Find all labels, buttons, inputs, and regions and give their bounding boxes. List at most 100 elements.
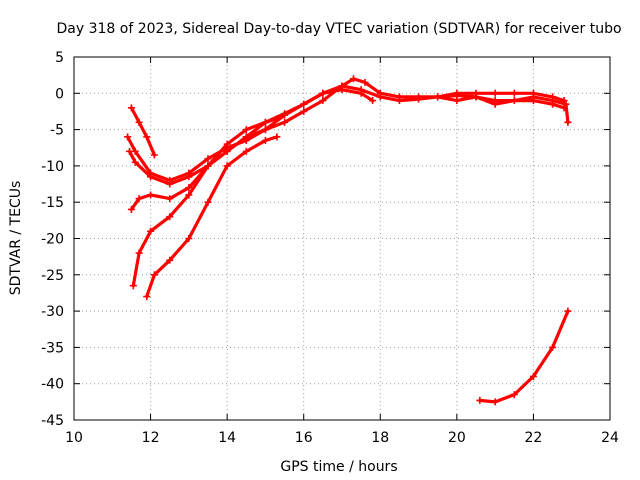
data-point (143, 293, 151, 301)
data-point (242, 133, 250, 141)
data-point (300, 100, 308, 108)
data-point (135, 118, 143, 126)
data-point (319, 89, 327, 97)
data-point (357, 89, 365, 97)
y-axis-label: SDTVAR / TECUs (8, 181, 24, 296)
data-point (564, 307, 572, 315)
data-point (338, 86, 346, 94)
data-point (510, 391, 518, 399)
y-tick-label: 5 (55, 50, 64, 66)
y-tick-label: -30 (41, 304, 64, 320)
data-point (472, 93, 480, 101)
data-point (529, 372, 537, 380)
data-point (281, 111, 289, 119)
data-point (562, 100, 570, 108)
y-tick-label: -20 (41, 232, 64, 248)
x-tick-label: 10 (65, 430, 83, 446)
data-point (150, 271, 158, 279)
series-track-g (476, 307, 572, 406)
data-point (166, 213, 174, 221)
chart-title: Day 318 of 2023, Sidereal Day-to-day VTE… (56, 21, 621, 37)
data-point (204, 155, 212, 163)
y-tick-label: -35 (41, 340, 64, 356)
data-point (510, 89, 518, 97)
data-point (395, 97, 403, 105)
axes: 10 12 14 16 18 20 22 24 5 0 -5 -10 -15 -20 -25 -30 -35 -4… (41, 50, 619, 446)
data-point (491, 398, 499, 406)
series-line (131, 117, 279, 288)
data-point (261, 136, 269, 144)
x-tick-label: 12 (142, 430, 160, 446)
x-tick-label: 20 (448, 430, 466, 446)
series-track-h (434, 93, 568, 112)
data-point (242, 147, 250, 155)
y-tick-label: -5 (50, 123, 64, 139)
y-tick-label: -25 (41, 268, 64, 284)
data-point (166, 256, 174, 264)
data-point (369, 97, 377, 105)
data-point (150, 151, 158, 159)
data-point (510, 97, 518, 105)
data-point (549, 100, 557, 108)
series-track-a (127, 104, 158, 159)
data-point (300, 107, 308, 115)
y-tick-label: -40 (41, 377, 64, 393)
data-point (204, 162, 212, 170)
data-point (223, 162, 231, 170)
data-point (273, 115, 281, 123)
series-layer (124, 75, 572, 406)
data-point (560, 104, 568, 112)
y-tick-label: -45 (41, 413, 64, 429)
data-point (261, 126, 269, 134)
data-point (124, 133, 132, 141)
data-point (166, 195, 174, 203)
data-point (415, 95, 423, 103)
data-point (261, 118, 269, 126)
data-point (223, 147, 231, 155)
series-track-f (143, 133, 281, 301)
data-point (476, 396, 484, 404)
data-point (185, 173, 193, 181)
y-tick-label: 0 (55, 86, 64, 102)
data-point (135, 249, 143, 257)
data-point (349, 75, 357, 83)
y-tick-label: -10 (41, 159, 64, 175)
data-point (129, 282, 137, 290)
x-tick-label: 24 (601, 430, 619, 446)
data-point (491, 89, 499, 97)
series-track-d (127, 86, 377, 213)
grid (74, 57, 610, 420)
data-point (491, 100, 499, 108)
data-point (376, 93, 384, 101)
data-point (281, 118, 289, 126)
x-tick-label: 14 (218, 430, 236, 446)
data-point (549, 343, 557, 351)
data-point (147, 191, 155, 199)
series-line (129, 106, 156, 157)
x-tick-label: 18 (371, 430, 389, 446)
data-point (126, 147, 134, 155)
y-tick-label: -15 (41, 195, 64, 211)
data-point (185, 235, 193, 242)
x-tick-label: 22 (525, 430, 543, 446)
data-point (143, 133, 151, 141)
series-track-e (129, 115, 281, 290)
data-point (131, 158, 139, 166)
data-point (434, 93, 442, 101)
x-tick-label: 16 (295, 430, 313, 446)
data-point (147, 227, 155, 235)
data-point (185, 184, 193, 192)
data-point (166, 180, 174, 188)
data-point (127, 205, 135, 213)
data-point (223, 140, 231, 148)
data-point (185, 191, 193, 199)
data-point (273, 133, 281, 141)
data-point (361, 78, 369, 86)
data-point (453, 97, 461, 105)
data-point (529, 97, 537, 105)
data-point (242, 126, 250, 134)
data-point (564, 118, 572, 126)
x-axis-label: GPS time / hours (280, 459, 397, 475)
